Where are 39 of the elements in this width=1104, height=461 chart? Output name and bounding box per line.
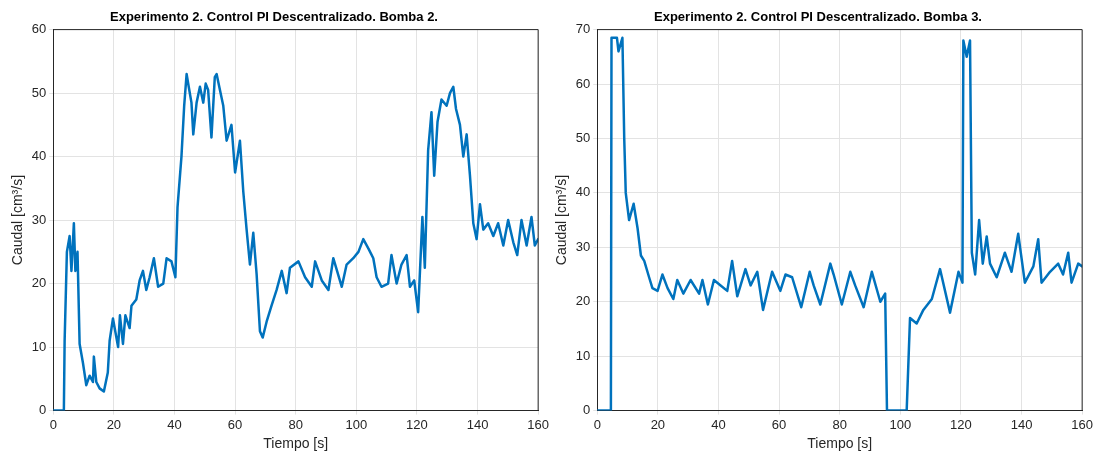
y-tick-label: 50 [575, 130, 591, 146]
x-tick-label: 0 [49, 416, 57, 432]
x-tick-label: 100 [889, 416, 912, 432]
y-axis-title: Caudal [cm³/s] [553, 174, 570, 266]
y-tick-label: 30 [575, 238, 591, 254]
chart-title: Experimento 2. Control PI Descentralizado. Bomba 2. [110, 9, 438, 25]
x-tick-label: 80 [832, 416, 847, 432]
y-axis-title: Caudal [cm³/s] [9, 174, 26, 266]
x-tick-label: 0 [593, 416, 601, 432]
y-tick-label: 20 [575, 293, 591, 309]
chart-title: Experimento 2. Control PI Descentralizado. Bomba 3. [654, 9, 982, 25]
x-axis-title: Tiempo [s] [263, 435, 329, 452]
y-tick-label: 10 [31, 338, 47, 354]
x-tick-label: 120 [406, 416, 428, 432]
x-axis-title: Tiempo [s] [807, 435, 873, 452]
y-tick-label: 60 [575, 75, 591, 91]
y-tick-label: 20 [31, 275, 47, 291]
y-tick-label: 40 [31, 148, 47, 164]
y-tick-label: 40 [575, 184, 591, 200]
x-tick-label: 80 [288, 416, 303, 432]
x-tick-label: 20 [650, 416, 666, 432]
x-tick-label: 60 [227, 416, 243, 432]
y-tick-label: 50 [31, 84, 47, 100]
x-tick-label: 40 [167, 416, 182, 432]
x-tick-label: 20 [106, 416, 122, 432]
x-tick-label: 160 [527, 416, 550, 432]
x-tick-label: 40 [711, 416, 726, 432]
y-tick-label: 0 [583, 402, 591, 418]
y-tick-label: 60 [31, 21, 47, 37]
x-tick-label: 140 [466, 416, 489, 432]
x-tick-label: 60 [771, 416, 787, 432]
y-tick-label: 30 [31, 211, 47, 227]
y-tick-label: 0 [39, 402, 47, 418]
x-tick-label: 160 [1071, 416, 1094, 432]
x-tick-label: 140 [1010, 416, 1033, 432]
x-tick-label: 120 [950, 416, 972, 432]
y-tick-label: 70 [575, 21, 591, 37]
y-tick-label: 10 [575, 347, 591, 363]
x-tick-label: 100 [345, 416, 368, 432]
